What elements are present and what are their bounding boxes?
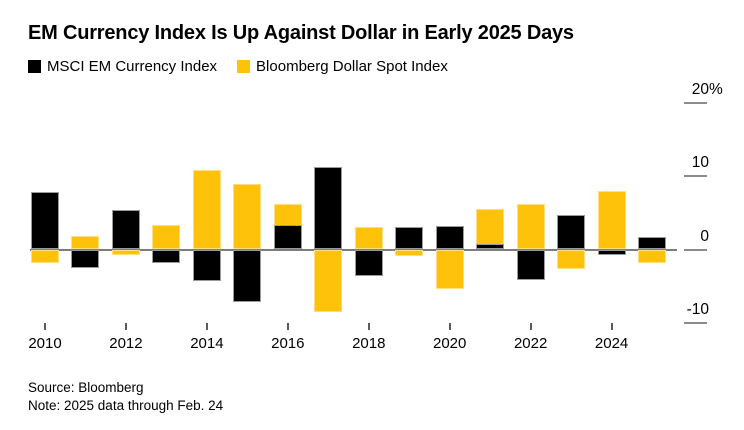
bar-dollar-2017 xyxy=(314,249,343,312)
bar-msci-2020 xyxy=(435,226,464,250)
x-tick-2020 xyxy=(448,323,451,330)
x-tick-2024 xyxy=(610,323,613,330)
y-tick-dash-20 xyxy=(684,101,707,104)
x-tick-2022 xyxy=(529,323,532,330)
x-tick-2016 xyxy=(286,323,289,330)
bar-dollar-2014 xyxy=(192,170,221,250)
bar-dollar-2010 xyxy=(31,249,59,263)
y-tick-dash-0 xyxy=(684,248,707,251)
legend: MSCI EM Currency Index Bloomberg Dollar … xyxy=(28,58,448,75)
note-line: Note: 2025 data through Feb. 24 xyxy=(28,398,224,413)
bar-msci-2011 xyxy=(71,249,100,268)
chart-title: EM Currency Index Is Up Against Dollar i… xyxy=(28,22,574,44)
bar-dollar-2012 xyxy=(111,249,140,255)
bar-msci-2018 xyxy=(354,249,383,276)
legend-swatch-dollar xyxy=(237,60,251,73)
bar-dollar-2022 xyxy=(516,204,545,250)
bar-msci-2023 xyxy=(557,215,586,250)
x-tick-2018 xyxy=(367,323,370,330)
x-tick-label-2012: 2012 xyxy=(109,335,143,352)
x-tick-label-2010: 2010 xyxy=(28,335,62,352)
x-tick-label-2016: 2016 xyxy=(271,335,305,352)
bar-dollar-2015 xyxy=(233,184,262,250)
bar-dollar-2013 xyxy=(152,225,181,250)
zero-axis-line xyxy=(30,248,677,251)
bar-msci-2013 xyxy=(152,249,181,264)
y-tick-dash--10 xyxy=(684,321,707,324)
bar-msci-2015 xyxy=(233,249,262,302)
x-tick-label-2020: 2020 xyxy=(433,335,467,352)
bar-dollar-2023 xyxy=(557,249,586,269)
bar-dollar-2025 xyxy=(638,249,667,263)
x-tick-2010 xyxy=(44,323,46,330)
y-tick-dash-10 xyxy=(684,175,707,178)
bar-msci-2022 xyxy=(516,249,545,281)
bar-msci-2019 xyxy=(395,226,424,250)
source-line: Source: Bloomberg xyxy=(28,380,144,395)
y-tick-suffix-20: % xyxy=(709,80,723,98)
bar-dollar-2021 xyxy=(476,209,505,250)
bar-dollar-2020 xyxy=(435,249,464,290)
x-tick-label-2018: 2018 xyxy=(352,335,386,352)
y-tick-label-0: 0 xyxy=(700,227,709,245)
legend-label-dollar: Bloomberg Dollar Spot Index xyxy=(256,58,448,75)
x-tick-label-2014: 2014 xyxy=(190,335,224,352)
bar-msci-2025 xyxy=(638,237,667,250)
x-tick-2014 xyxy=(205,323,208,330)
bar-msci-2021 xyxy=(476,244,505,250)
y-tick-label-10: 10 xyxy=(691,154,709,172)
bar-msci-2017 xyxy=(314,166,343,250)
legend-item-msci: MSCI EM Currency Index xyxy=(28,58,217,75)
legend-swatch-msci xyxy=(28,60,41,73)
bar-dollar-2011 xyxy=(71,236,100,250)
legend-label-msci: MSCI EM Currency Index xyxy=(47,58,218,75)
x-tick-label-2022: 2022 xyxy=(513,335,548,352)
x-tick-label-2024: 2024 xyxy=(594,335,629,352)
bar-msci-2010 xyxy=(31,192,59,250)
footer: Source: Bloomberg Note: 2025 data throug… xyxy=(28,379,223,415)
y-tick-label--10: -10 xyxy=(686,300,709,318)
bar-dollar-2024 xyxy=(597,190,626,250)
legend-item-dollar: Bloomberg Dollar Spot Index xyxy=(237,58,448,75)
bar-msci-2016 xyxy=(273,224,302,250)
x-tick-2012 xyxy=(124,323,127,330)
bar-msci-2014 xyxy=(192,249,221,282)
y-tick-label-20: 20% xyxy=(691,80,723,98)
bar-msci-2012 xyxy=(111,209,140,250)
bar-dollar-2019 xyxy=(395,249,424,257)
bar-dollar-2018 xyxy=(354,226,383,250)
bar-msci-2024 xyxy=(597,249,626,255)
